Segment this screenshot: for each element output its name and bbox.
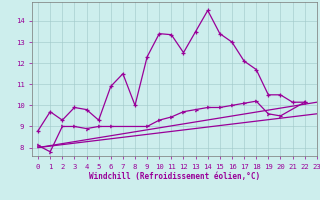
X-axis label: Windchill (Refroidissement éolien,°C): Windchill (Refroidissement éolien,°C) — [89, 172, 260, 181]
